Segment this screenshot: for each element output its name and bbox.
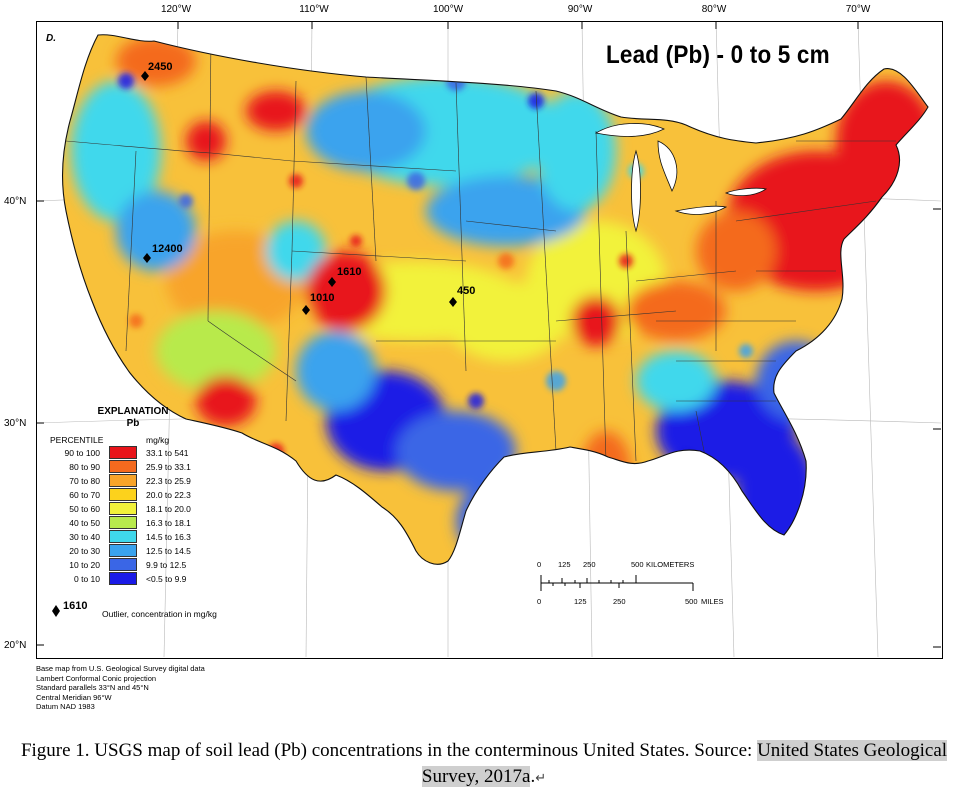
legend-unit-header: mg/kg xyxy=(146,435,170,445)
legend-row: 0 to 10 <0.5 to 9.9 xyxy=(50,572,240,586)
legend-range: 25.9 to 33.1 xyxy=(146,462,191,472)
caption-end: . xyxy=(530,766,536,787)
legend-subtitle: Pb xyxy=(126,418,140,429)
legend-swatch xyxy=(109,474,137,487)
legend-percentile: 70 to 80 xyxy=(69,476,100,486)
base-map-note: Lambert Conformal Conic projection xyxy=(36,673,157,683)
scale-km-unit: KILOMETERS xyxy=(646,560,695,569)
outlier-key-text: Outlier, concentration in mg/kg xyxy=(102,609,217,619)
legend-percentile: 60 to 70 xyxy=(69,490,100,500)
legend-swatch xyxy=(109,516,137,529)
legend-percentile-header: PERCENTILE xyxy=(50,435,104,445)
legend-row: 30 to 40 14.5 to 16.3 xyxy=(50,530,240,544)
legend-range: 12.5 to 14.5 xyxy=(146,546,191,556)
outlier-marker-450 xyxy=(449,297,457,307)
legend-swatch xyxy=(109,572,137,585)
legend-title-text: EXPLANATION xyxy=(97,406,169,417)
legend-range: 14.5 to 16.3 xyxy=(146,532,191,542)
scale-bar-ruler xyxy=(540,575,694,591)
legend-row: 20 to 30 12.5 to 14.5 xyxy=(50,544,240,558)
base-map-note: Base map from U.S. Geological Survey dig… xyxy=(36,664,205,673)
legend-row: 60 to 70 20.0 to 22.3 xyxy=(50,488,240,502)
legend-swatch xyxy=(109,502,137,515)
lon-tick-90w: 90°W xyxy=(567,4,593,15)
legend-range: 22.3 to 25.9 xyxy=(146,476,191,486)
legend-range: 33.1 to 541 xyxy=(146,448,189,458)
outlier-key-value: 1610 xyxy=(63,600,88,612)
base-map-note: Datum NAD 1983 xyxy=(36,702,95,712)
legend-percentile: 30 to 40 xyxy=(69,532,100,542)
outlier-label-450: 450 xyxy=(457,285,476,297)
outlier-marker-12400 xyxy=(143,253,151,263)
lon-tick-70w: 70°W xyxy=(845,4,871,15)
map-title: Lead (Pb) - 0 to 5 cm xyxy=(606,41,830,69)
legend-swatch xyxy=(109,530,137,543)
frame-ticks xyxy=(36,21,941,648)
legend-percentile: 10 to 20 xyxy=(69,560,100,570)
scale-km-500: 500 xyxy=(631,560,644,569)
legend-range: 20.0 to 22.3 xyxy=(146,490,191,500)
scale-km-250: 250 xyxy=(583,560,596,569)
legend-range: 18.1 to 20.0 xyxy=(146,504,191,514)
legend-swatch xyxy=(109,558,137,571)
outlier-marker-1010 xyxy=(302,305,310,315)
legend-title: EXPLANATION Pb xyxy=(88,406,178,430)
legend-row: 10 to 20 9.9 to 12.5 xyxy=(50,558,240,572)
legend-swatch xyxy=(109,460,137,473)
scale-mi-125: 125 xyxy=(574,597,587,606)
legend-range: <0.5 to 9.9 xyxy=(146,574,187,584)
outlier-marker-1610 xyxy=(328,277,336,287)
lat-tick-20n: 20°N xyxy=(4,640,27,651)
scale-km-0: 0 xyxy=(537,560,542,569)
legend-percentile: 90 to 100 xyxy=(64,448,100,458)
lat-tick-30n: 30°N xyxy=(4,418,27,429)
lon-tick-100w: 100°W xyxy=(432,4,464,15)
outlier-key-diamond-icon xyxy=(52,605,60,617)
base-map-note: Central Meridian 96°W xyxy=(36,692,112,702)
legend-row: 40 to 50 16.3 to 18.1 xyxy=(50,516,240,530)
outlier-label-1610: 1610 xyxy=(337,266,362,278)
legend-percentile: 20 to 30 xyxy=(69,546,100,556)
outlier-label-12400: 12400 xyxy=(152,243,183,255)
pilcrow-icon: ↵ xyxy=(535,770,547,785)
scale-mi-unit: MILES xyxy=(701,597,724,606)
scale-mi-250: 250 xyxy=(613,597,626,606)
outlier-marker-2450 xyxy=(141,71,149,81)
great-lakes xyxy=(594,123,768,233)
legend-row: 90 to 100 33.1 to 541 xyxy=(50,446,240,460)
scale-bar: 0 125 250 500 KILOMETERS 0 125 250 500 M… xyxy=(535,560,735,610)
outlier-label-1010: 1010 xyxy=(310,292,335,304)
legend-percentile: 0 to 10 xyxy=(74,574,100,584)
legend-percentile: 50 to 60 xyxy=(69,504,100,514)
figure-caption: Figure 1. USGS map of soil lead (Pb) con… xyxy=(0,738,968,791)
outlier-label-2450: 2450 xyxy=(148,61,173,73)
scale-km-125: 125 xyxy=(558,560,571,569)
panel-letter: D. xyxy=(46,33,56,44)
legend-swatch xyxy=(109,446,137,459)
scale-mi-0: 0 xyxy=(537,597,542,606)
base-map-notes: Base map from U.S. Geological Survey dig… xyxy=(36,664,205,712)
legend-swatch xyxy=(109,544,137,557)
legend-percentile: 40 to 50 xyxy=(69,518,100,528)
lon-tick-80w: 80°W xyxy=(701,4,727,15)
base-map-note: Standard parallels 33°N and 45°N xyxy=(36,683,149,693)
us-outline xyxy=(61,34,929,565)
legend-row: 80 to 90 25.9 to 33.1 xyxy=(50,460,240,474)
legend-percentile: 80 to 90 xyxy=(69,462,100,472)
legend: EXPLANATION Pb PERCENTILE mg/kg 90 to 10… xyxy=(50,406,240,636)
lon-tick-110w: 110°W xyxy=(299,4,329,15)
lon-tick-120w: 120°W xyxy=(160,4,192,15)
legend-swatch xyxy=(109,488,137,501)
legend-range: 9.9 to 12.5 xyxy=(146,560,187,570)
legend-range: 16.3 to 18.1 xyxy=(146,518,191,528)
caption-text: Figure 1. USGS map of soil lead (Pb) con… xyxy=(20,740,758,761)
lat-tick-40n: 40°N xyxy=(4,196,27,207)
lead-concentration-map xyxy=(36,21,941,657)
outlier-markers xyxy=(141,71,457,315)
scale-mi-500: 500 xyxy=(685,597,698,606)
legend-row: 50 to 60 18.1 to 20.0 xyxy=(50,502,240,516)
legend-row: 70 to 80 22.3 to 25.9 xyxy=(50,474,240,488)
